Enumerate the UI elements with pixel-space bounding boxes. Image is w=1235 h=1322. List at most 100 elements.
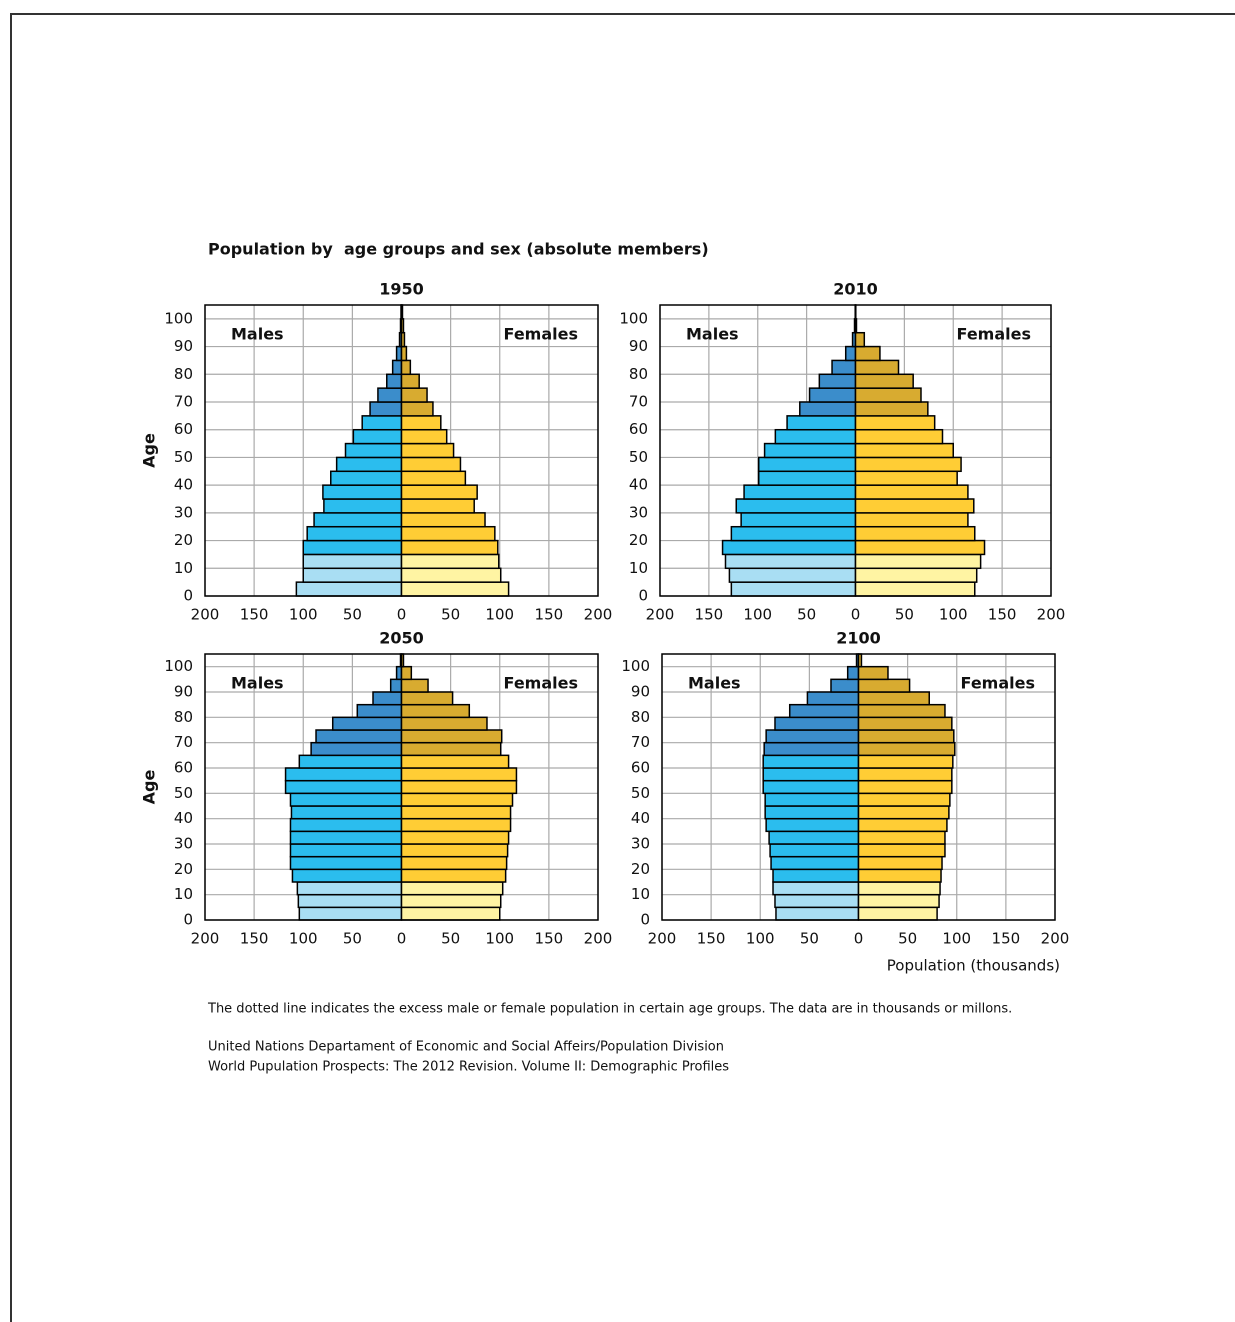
y-tick-label: 50 — [174, 784, 193, 802]
bar — [291, 868, 403, 883]
bar — [400, 553, 500, 570]
y-tick-label: 60 — [631, 759, 650, 777]
bar — [400, 415, 442, 431]
bar — [770, 855, 860, 871]
y-tick-label: 50 — [631, 784, 650, 802]
bar — [854, 567, 978, 583]
bar — [400, 304, 404, 320]
legend-label: Females — [961, 674, 1035, 693]
x-tick-label: 200 — [648, 930, 677, 948]
y-tick-label: 0 — [183, 911, 193, 929]
y-tick-label: 30 — [629, 503, 648, 521]
x-tick-label: 50 — [343, 606, 362, 624]
x-tick-label: 150 — [695, 606, 724, 624]
x-tick-label: 200 — [1041, 930, 1070, 948]
bar — [764, 805, 860, 820]
bar — [313, 512, 403, 528]
x-tick-label: 50 — [797, 606, 816, 624]
bar — [289, 817, 403, 833]
y-tick-label: 70 — [631, 733, 650, 751]
bar — [400, 567, 502, 583]
bar — [808, 387, 857, 403]
x-tick-label: 50 — [895, 606, 914, 624]
y-tick-label: 0 — [638, 587, 648, 605]
bar — [322, 484, 403, 500]
bar — [400, 539, 499, 556]
x-tick-label: 200 — [191, 606, 220, 624]
bar — [298, 906, 403, 921]
bar — [857, 830, 946, 845]
bar — [400, 401, 434, 417]
y-tick-label: 80 — [174, 365, 193, 383]
bar — [400, 318, 405, 334]
bar — [768, 830, 860, 845]
plot-frame — [659, 304, 1052, 597]
bar — [310, 741, 403, 757]
y-tick-label: 20 — [174, 860, 193, 878]
bar — [400, 665, 413, 681]
y-tick-label: 50 — [629, 448, 648, 466]
bar — [857, 741, 956, 757]
x-tick-label: 200 — [584, 930, 613, 948]
bar — [296, 881, 403, 896]
x-tick-label: 100 — [485, 930, 514, 948]
y-tick-label: 80 — [174, 708, 193, 726]
x-tick-label: 100 — [939, 606, 968, 624]
bar — [854, 498, 975, 514]
bar — [400, 792, 514, 807]
x-tick-label: 50 — [441, 606, 460, 624]
x-tick-label: 50 — [800, 930, 819, 948]
bar — [400, 498, 475, 514]
bar — [400, 470, 467, 486]
legend-label: Males — [231, 674, 284, 693]
y-tick-label: 90 — [174, 683, 193, 701]
bar — [284, 767, 403, 782]
bar — [854, 345, 881, 362]
bar — [289, 792, 403, 807]
y-tick-label: 40 — [174, 809, 193, 827]
bar — [400, 581, 510, 597]
bar — [389, 678, 403, 693]
legend-label: Females — [504, 674, 578, 693]
bar — [854, 553, 982, 570]
x-tick-label: 150 — [240, 606, 269, 624]
x-axis-label: Population (thousands) — [887, 957, 1060, 975]
bar — [854, 318, 858, 334]
chart-title: 2100 — [836, 629, 881, 648]
x-tick-label: 100 — [289, 606, 318, 624]
x-tick-label: 0 — [397, 606, 407, 624]
x-tick-label: 0 — [397, 930, 407, 948]
bar — [386, 373, 403, 389]
bar — [400, 359, 412, 376]
legend-label: Males — [688, 674, 741, 693]
bar — [857, 906, 938, 921]
bar — [335, 456, 403, 473]
y-tick-label: 40 — [629, 476, 648, 494]
bar — [400, 881, 504, 896]
bar — [763, 442, 857, 459]
bar — [295, 581, 403, 597]
main-title: Population by age groups and sex (absolu… — [208, 240, 709, 259]
bar — [857, 678, 911, 693]
y-tick-label: 60 — [174, 759, 193, 777]
bar — [857, 868, 942, 883]
y-tick-label: 20 — [629, 531, 648, 549]
plot-frame — [204, 653, 599, 921]
bar — [774, 428, 857, 445]
bar — [844, 345, 857, 362]
bar — [290, 805, 403, 820]
bar — [762, 779, 860, 795]
bar — [400, 893, 502, 909]
x-tick-label: 100 — [743, 606, 772, 624]
bar — [400, 653, 405, 668]
y-tick-label: 10 — [631, 885, 650, 903]
bar — [372, 691, 403, 706]
bar — [724, 553, 857, 570]
bar — [400, 691, 454, 706]
bar — [400, 387, 428, 403]
bar — [757, 456, 857, 473]
bar — [854, 470, 958, 486]
x-tick-label: 0 — [854, 930, 864, 948]
bar — [769, 843, 860, 858]
